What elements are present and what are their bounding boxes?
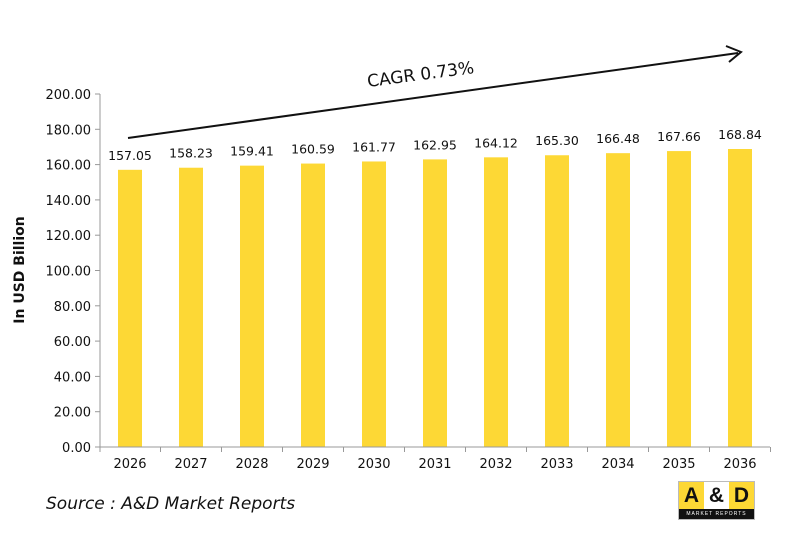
bar <box>484 157 508 448</box>
bar <box>301 163 325 447</box>
y-tick-label: 180.00 <box>46 123 92 138</box>
y-tick-label: 40.00 <box>54 370 91 385</box>
y-tick-label: 60.00 <box>54 335 91 350</box>
y-tick-label: 200.00 <box>46 88 92 103</box>
data-label: 159.41 <box>230 144 274 159</box>
y-axis-label: In USD Billion <box>12 216 28 323</box>
y-tick-label: 80.00 <box>54 300 91 315</box>
y-tick-label: 160.00 <box>46 159 92 174</box>
data-label: 158.23 <box>169 146 213 161</box>
y-tick-label: 100.00 <box>46 265 92 280</box>
data-label: 160.59 <box>291 142 335 157</box>
y-tick-label: 20.00 <box>54 406 91 421</box>
source-text: Source : A&D Market Reports <box>46 494 296 514</box>
x-tick-label: 2029 <box>296 457 329 472</box>
cagr-annotation: CAGR 0.73% <box>366 58 475 92</box>
x-tick-label: 2027 <box>174 457 207 472</box>
bar <box>179 167 203 447</box>
logo-letter: D <box>729 482 754 509</box>
logo-subtitle: MARKET REPORTS <box>679 509 754 519</box>
x-tick-label: 2033 <box>540 457 573 472</box>
logo-letter: A <box>679 482 704 509</box>
y-axis: 0.00 20.00 40.00 60.00 80.00 100.00 120.00 140.… <box>46 88 101 456</box>
x-tick-label: 2028 <box>235 457 268 472</box>
bar <box>362 161 386 447</box>
x-axis: 2026 2027 2028 2029 2030 2031 2032 2033 2034 2035… <box>99 446 771 472</box>
bar <box>606 153 630 448</box>
x-tick-label: 2035 <box>662 457 695 472</box>
bar <box>240 165 264 447</box>
y-tick-label: 0.00 <box>62 441 91 456</box>
ad-logo: A & D MARKET REPORTS <box>678 481 755 520</box>
data-label: 162.95 <box>413 137 457 152</box>
x-tick-label: 2030 <box>357 457 390 472</box>
y-tick-label: 140.00 <box>46 194 92 209</box>
data-label: 161.77 <box>352 139 396 154</box>
cagr-arrow <box>127 45 743 139</box>
bar <box>118 169 142 447</box>
logo-letter: & <box>704 482 729 509</box>
y-tick-label: 120.00 <box>46 229 92 244</box>
bar <box>728 148 752 447</box>
data-label: 157.05 <box>108 148 152 163</box>
data-label: 168.84 <box>718 127 762 142</box>
x-tick-label: 2034 <box>601 457 634 472</box>
x-tick-label: 2031 <box>418 457 451 472</box>
data-label: 167.66 <box>657 129 701 144</box>
data-label: 164.12 <box>474 135 518 150</box>
x-tick-label: 2032 <box>479 457 512 472</box>
data-label: 165.30 <box>535 133 579 148</box>
data-label: 166.48 <box>596 131 640 146</box>
bar <box>545 155 569 448</box>
x-tick-label: 2026 <box>113 457 146 472</box>
x-tick-label: 2036 <box>723 457 756 472</box>
bar <box>423 159 447 447</box>
bars: 157.05 158.23 159.41 160.59 161.77 162.95 164.… <box>108 127 762 448</box>
bar <box>667 151 691 448</box>
